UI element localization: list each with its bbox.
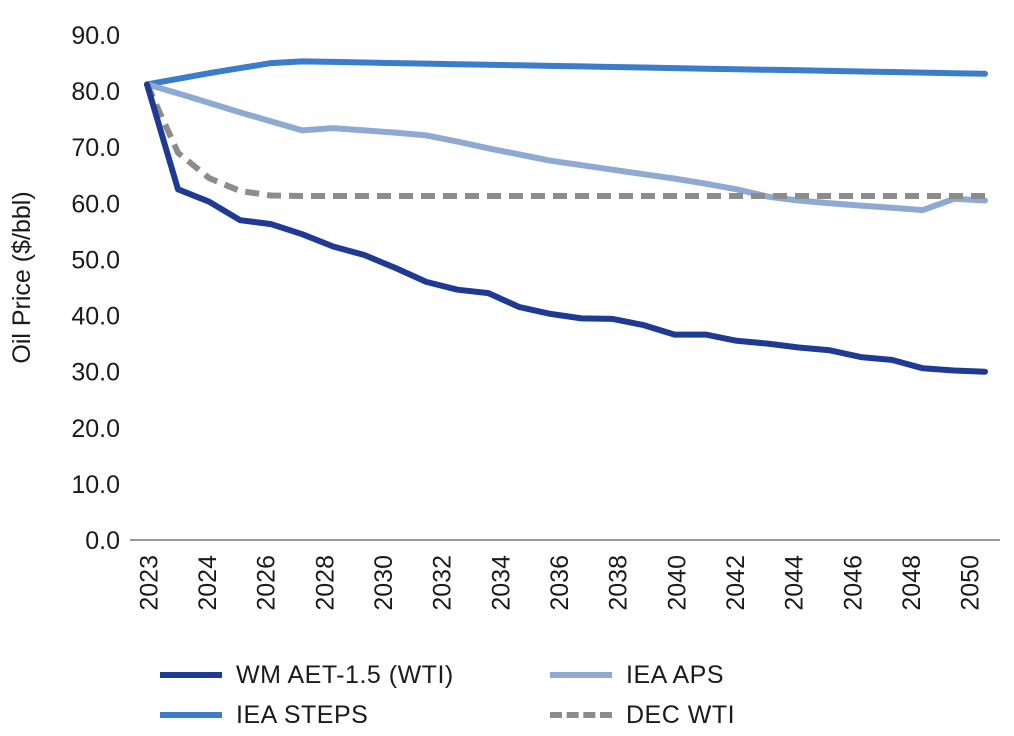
legend-item-dec-wti: DEC WTI [550, 695, 735, 735]
y-axis-title: Oil Price ($/bbl) [8, 191, 36, 363]
x-tick-label: 2032 [429, 555, 457, 611]
legend-item-iea-aps: IEA APS [550, 655, 724, 695]
legend-label-wm-aet: WM AET-1.5 (WTI) [236, 660, 454, 689]
y-tick-label: 70.0 [71, 134, 120, 162]
x-tick-label: 2034 [487, 555, 515, 611]
legend-swatch-iea-aps [550, 672, 612, 678]
x-tick-label: 2024 [194, 555, 222, 611]
x-tick-label: 2028 [311, 555, 339, 611]
legend-swatch-wm-aet [160, 672, 222, 678]
legend-item-iea-steps: IEA STEPS [160, 695, 368, 735]
series-line-iea-aps [144, 81, 988, 214]
series-lines [144, 58, 988, 375]
y-tick-label: 0.0 [85, 527, 120, 555]
line-chart: 0.010.020.030.040.050.060.070.080.090.0 … [8, 22, 1000, 611]
legend-label-iea-steps: IEA STEPS [236, 700, 369, 729]
legend-label-dec-wti: DEC WTI [626, 700, 736, 729]
y-tick-label: 40.0 [71, 303, 120, 331]
x-tick-label: 2023 [135, 555, 163, 611]
y-tick-label: 90.0 [71, 22, 120, 50]
y-tick-label: 30.0 [71, 359, 120, 387]
x-tick-label: 2050 [957, 555, 985, 611]
x-tick-label: 2038 [605, 555, 633, 611]
series-line-dec-wti [144, 83, 985, 199]
x-tick-label: 2036 [546, 555, 574, 611]
x-tick-label: 2040 [663, 555, 691, 611]
legend-swatch-iea-steps [160, 712, 222, 718]
legend: WM AET-1.5 (WTI) IEA STEPS IEA APS DEC W… [0, 650, 1014, 736]
y-tick-label: 60.0 [71, 190, 120, 218]
x-axis-tick-labels: 2023 2024 2026 2028 2030 2032 2034 2036 2038 2040… [135, 555, 984, 611]
y-axis-tick-labels: 0.0 10.0 20.0 30.0 40.0 50.0 60.0 70.0 80.0 90.0 [71, 22, 120, 555]
legend-swatch-dec-wti [550, 712, 612, 718]
series-line-wm-aet-1-5-wti [144, 81, 988, 375]
y-tick-label: 80.0 [71, 78, 120, 106]
legend-item-wm-aet: WM AET-1.5 (WTI) [160, 655, 454, 695]
y-tick-label: 50.0 [71, 246, 120, 274]
legend-label-iea-aps: IEA APS [626, 660, 725, 689]
x-tick-label: 2044 [781, 555, 809, 611]
x-tick-label: 2030 [370, 555, 398, 611]
series-line-iea-steps [144, 58, 988, 88]
x-tick-label: 2026 [253, 555, 281, 611]
x-tick-label: 2042 [722, 555, 750, 611]
y-tick-label: 10.0 [71, 471, 120, 499]
x-tick-label: 2046 [839, 555, 867, 611]
x-tick-label: 2048 [898, 555, 926, 611]
y-tick-label: 20.0 [71, 415, 120, 443]
